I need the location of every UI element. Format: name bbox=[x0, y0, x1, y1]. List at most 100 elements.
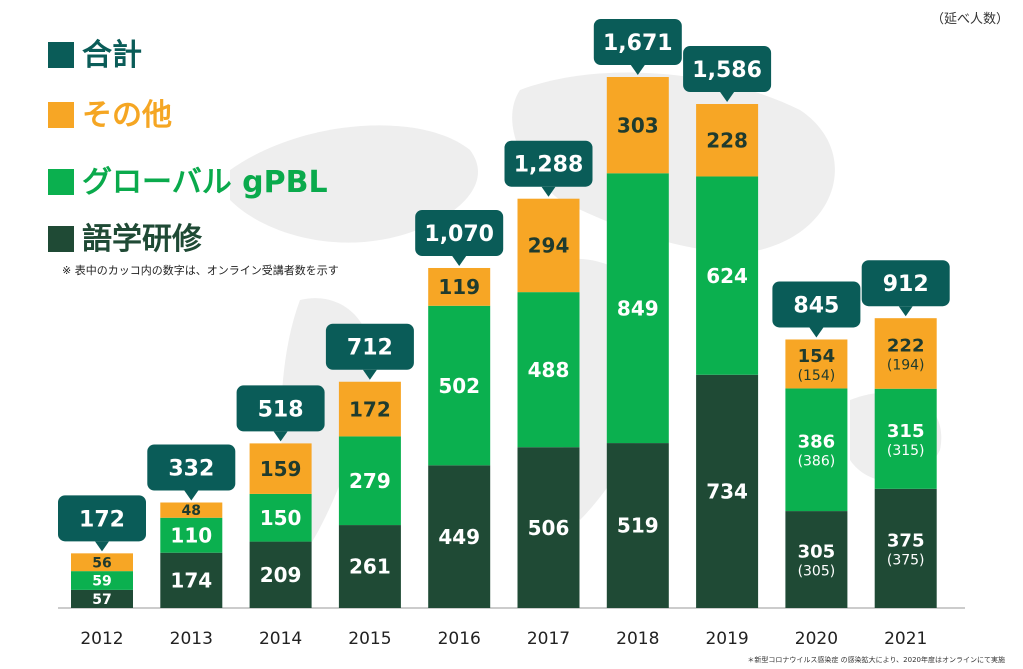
value-label-language-2020: 305 bbox=[798, 542, 836, 563]
value-label-global-2013: 110 bbox=[170, 523, 212, 547]
legend-total-swatch bbox=[48, 42, 74, 68]
total-label-2020: 845 bbox=[793, 293, 839, 318]
value-label-language-2021: 375 bbox=[887, 530, 925, 551]
legend-other-swatch bbox=[48, 102, 74, 128]
x-tick-2016: 2016 bbox=[438, 629, 481, 649]
total-callout-pointer-2018 bbox=[630, 65, 645, 75]
value-label-global-2016: 502 bbox=[438, 374, 480, 398]
bar-language-2014 bbox=[249, 541, 312, 608]
value-label-language-2017: 506 bbox=[528, 516, 570, 540]
value-label-other-2015: 172 bbox=[349, 397, 391, 421]
online-note: ※ 表中のカッコ内の数字は、オンライン受講者数を示す bbox=[62, 264, 339, 277]
value-label-language-2016: 449 bbox=[438, 525, 480, 549]
value-label-other-2020: 154 bbox=[798, 346, 836, 367]
total-callout-pointer-2017 bbox=[541, 186, 556, 197]
total-callout-pointer-2015 bbox=[362, 369, 377, 380]
total-callout-2012 bbox=[58, 495, 146, 542]
bar-other-2019 bbox=[696, 104, 759, 177]
total-label-2014: 518 bbox=[258, 397, 304, 422]
value-label-language-2012: 57 bbox=[92, 592, 111, 608]
bar-global-2016 bbox=[428, 305, 491, 466]
bar-global-2015 bbox=[338, 436, 401, 526]
value-label-language-2019: 734 bbox=[706, 480, 748, 504]
total-callout-2021 bbox=[861, 260, 950, 307]
total-callout-2017 bbox=[504, 140, 593, 187]
total-callout-pointer-2020 bbox=[809, 327, 824, 338]
x-tick-2017: 2017 bbox=[527, 629, 570, 649]
bar-language-2021 bbox=[874, 488, 937, 608]
bar-global-2021 bbox=[874, 388, 937, 489]
bar-language-2013 bbox=[160, 552, 223, 608]
total-label-2018: 1,671 bbox=[603, 31, 673, 56]
bar-other-2015 bbox=[338, 381, 401, 437]
value-label-language-2013: 174 bbox=[170, 569, 212, 593]
total-callout-2014 bbox=[236, 385, 325, 432]
value-label-global-2021: 315 bbox=[887, 421, 925, 442]
value-label-language-2015: 261 bbox=[349, 555, 391, 579]
online-label-other-2021: (194) bbox=[887, 357, 925, 373]
total-label-2021: 912 bbox=[883, 272, 929, 297]
bar-other-2016 bbox=[428, 267, 491, 306]
bar-other-2020 bbox=[785, 339, 848, 389]
bar-global-2012 bbox=[71, 571, 133, 590]
online-label-other-2020: (154) bbox=[798, 368, 836, 384]
value-label-other-2013: 48 bbox=[182, 503, 201, 519]
total-callout-pointer-2021 bbox=[898, 306, 913, 317]
bar-language-2019 bbox=[696, 374, 759, 608]
bar-language-2018 bbox=[606, 443, 669, 608]
total-label-2017: 1,288 bbox=[514, 153, 584, 178]
bar-other-2017 bbox=[517, 198, 580, 293]
bar-global-2014 bbox=[249, 493, 312, 542]
legend-language: 語学研修 bbox=[48, 214, 202, 258]
legend-language-label: 語学研修 bbox=[82, 222, 202, 257]
legend-total-label: 合計 bbox=[82, 38, 142, 73]
bar-language-2020 bbox=[785, 511, 848, 608]
value-label-language-2018: 519 bbox=[617, 514, 659, 538]
total-label-2019: 1,586 bbox=[692, 58, 762, 83]
value-label-global-2015: 279 bbox=[349, 469, 391, 493]
total-callout-pointer-2012 bbox=[95, 541, 109, 552]
total-callout-pointer-2019 bbox=[720, 92, 735, 103]
bar-global-2017 bbox=[517, 292, 580, 448]
online-label-global-2021: (315) bbox=[887, 443, 925, 459]
bar-global-2019 bbox=[696, 176, 759, 375]
legend-global-label: グローバル gPBL bbox=[82, 165, 328, 200]
online-label-global-2020: (386) bbox=[798, 454, 836, 470]
x-tick-2014: 2014 bbox=[259, 629, 302, 649]
total-callout-2020 bbox=[772, 281, 861, 328]
total-callout-pointer-2016 bbox=[452, 255, 467, 266]
bar-other-2021 bbox=[874, 318, 937, 389]
value-label-other-2016: 119 bbox=[438, 275, 480, 299]
total-callout-2018 bbox=[593, 19, 682, 65]
value-label-other-2017: 294 bbox=[528, 234, 570, 258]
total-label-2016: 1,070 bbox=[424, 222, 494, 247]
total-label-2012: 172 bbox=[79, 507, 125, 532]
legend-language-swatch bbox=[48, 226, 74, 252]
value-label-other-2021: 222 bbox=[887, 335, 925, 356]
total-callout-pointer-2014 bbox=[273, 431, 288, 442]
value-label-other-2019: 228 bbox=[706, 128, 748, 152]
x-tick-2021: 2021 bbox=[884, 629, 927, 649]
x-tick-2020: 2020 bbox=[795, 629, 838, 649]
value-label-global-2020: 386 bbox=[798, 432, 836, 453]
total-label-2015: 712 bbox=[347, 336, 393, 361]
total-callout-pointer-2013 bbox=[184, 490, 199, 501]
unit-label: （延べ人数） bbox=[930, 12, 1009, 27]
total-callout-2016 bbox=[415, 209, 504, 256]
value-label-other-2012: 56 bbox=[92, 555, 111, 571]
x-tick-2012: 2012 bbox=[80, 629, 123, 649]
bar-language-2017 bbox=[517, 447, 580, 608]
legend-other-label: その他 bbox=[82, 98, 172, 133]
value-label-global-2012: 59 bbox=[92, 574, 111, 590]
bar-language-2012 bbox=[71, 589, 133, 608]
x-tick-2015: 2015 bbox=[348, 629, 391, 649]
online-label-language-2021: (375) bbox=[887, 552, 925, 568]
legend-other: その他 bbox=[48, 90, 172, 134]
value-label-global-2018: 849 bbox=[617, 296, 659, 320]
legend-global-swatch bbox=[48, 169, 74, 195]
value-label-other-2014: 159 bbox=[260, 457, 302, 481]
x-tick-2013: 2013 bbox=[170, 629, 213, 649]
value-label-global-2014: 150 bbox=[260, 506, 302, 530]
bar-global-2020 bbox=[785, 388, 848, 512]
